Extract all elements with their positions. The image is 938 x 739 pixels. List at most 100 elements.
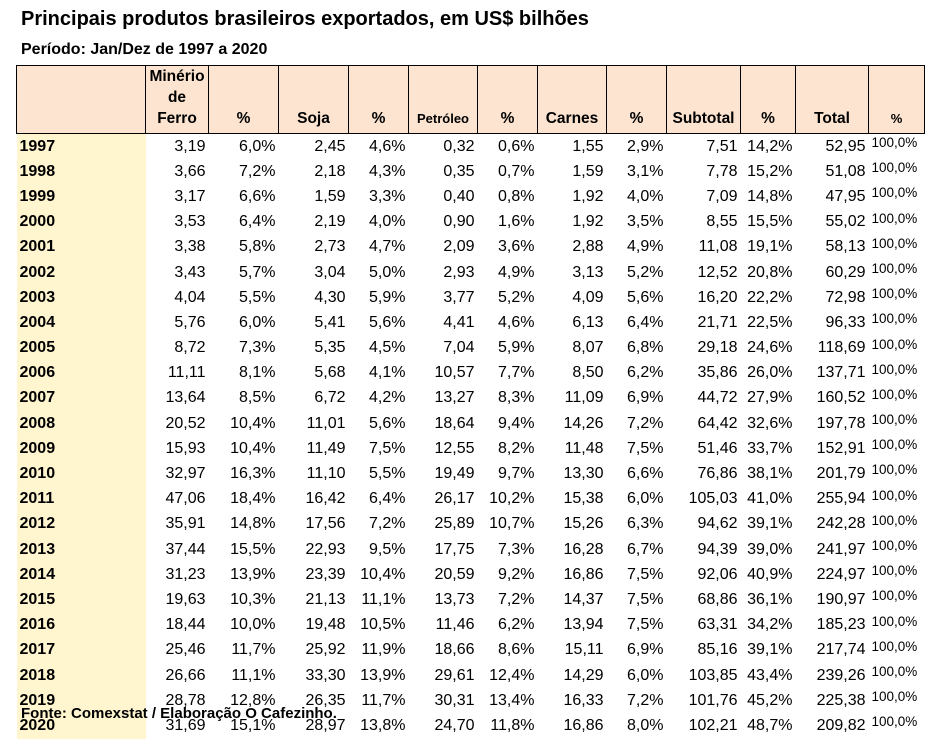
cell-carnes: 1,92 (572, 187, 604, 205)
table-row: 2020 31,69 15,1% 28,97 13,8% 24,70 11,8% 16,86 8… (16, 713, 925, 739)
header-minerio: Minério de Ferro (145, 65, 209, 134)
cell-minerio: 3,19 (174, 137, 206, 155)
cell-soja: 6,72 (314, 389, 346, 407)
cell-total: 190,97 (816, 590, 866, 608)
cell-minerio-pct: 8,1% (239, 364, 276, 382)
cell-total: 255,94 (816, 490, 866, 508)
table-row: 2004 5,76 6,0% 5,41 5,6% 4,41 4,6% 6,13 6,4% 21,7… (16, 310, 925, 336)
cell-carnes: 14,29 (563, 666, 604, 684)
table-row: 2008 20,52 10,4% 11,01 5,6% 18,64 9,4% 14,26 7,2… (16, 411, 925, 437)
cell-subtotal: 12,52 (697, 263, 738, 281)
cell-total: 55,02 (825, 213, 866, 231)
cell-carnes-pct: 2,9% (627, 137, 664, 155)
cell-petroleo-pct: 4,9% (498, 263, 535, 281)
cell-subtotal: 85,16 (697, 641, 738, 659)
cell-total: 118,69 (817, 339, 866, 357)
cell-total: 201,79 (816, 465, 866, 483)
cell-petroleo: 17,75 (434, 540, 475, 558)
cell-carnes-pct: 7,5% (627, 565, 664, 583)
table-row: 2013 37,44 15,5% 22,93 9,5% 17,75 7,3% 16,28 6,7… (16, 537, 925, 563)
cell-subtotal: 92,06 (697, 565, 738, 583)
cell-soja: 11,10 (306, 465, 346, 483)
cell-subtotal-pct: 26,0% (747, 364, 793, 382)
cell-carnes-pct: 6,4% (627, 313, 664, 331)
table-row: 2017 25,46 11,7% 25,92 11,9% 18,66 8,6% 15,11 6,… (16, 637, 925, 663)
cell-soja-pct: 13,8% (360, 716, 406, 734)
cell-total: 239,26 (816, 666, 866, 684)
cell-total-pct: 100,0% (871, 588, 918, 604)
cell-minerio: 13,64 (165, 389, 206, 407)
cell-soja-pct: 5,0% (369, 263, 406, 281)
cell-subtotal-pct: 24,6% (747, 339, 793, 357)
cell-total-pct: 100,0% (871, 235, 918, 251)
cell-carnes: 1,55 (572, 137, 604, 155)
cell-soja: 5,35 (314, 339, 346, 357)
cell-minerio-pct: 15,5% (230, 540, 276, 558)
cell-petroleo: 12,55 (434, 439, 475, 457)
cell-carnes: 1,59 (572, 162, 604, 180)
cell-carnes-pct: 6,0% (627, 666, 664, 684)
cell-year: 2020 (16, 713, 146, 739)
cell-subtotal: 101,76 (688, 691, 738, 709)
cell-carnes-pct: 6,9% (627, 641, 664, 659)
cell-soja: 2,18 (314, 162, 346, 180)
cell-soja-pct: 4,1% (369, 364, 406, 382)
cell-subtotal: 103,85 (688, 666, 738, 684)
table-row: 2000 3,53 6,4% 2,19 4,0% 0,90 1,6% 1,92 3,5% 8,55… (16, 209, 925, 235)
table-row: 2019 28,78 12,8% 26,35 11,7% 30,31 13,4% 16,33 7… (16, 688, 925, 714)
cell-year: 2008 (16, 411, 146, 437)
cell-total-pct: 100,0% (871, 663, 918, 679)
cell-petroleo-pct: 0,8% (498, 187, 535, 205)
cell-petroleo-pct: 7,2% (498, 590, 535, 608)
header-subtotal-pct: % (740, 65, 796, 134)
cell-total: 225,38 (816, 691, 866, 709)
cell-petroleo-pct: 12,4% (489, 666, 535, 684)
cell-total: 242,28 (816, 515, 866, 533)
cell-minerio-pct: 6,0% (239, 137, 276, 155)
cell-minerio: 11,11 (167, 364, 206, 382)
table-row: 2014 31,23 13,9% 23,39 10,4% 20,59 9,2% 16,86 7,… (16, 562, 925, 588)
table-row: 2003 4,04 5,5% 4,30 5,9% 3,77 5,2% 4,09 5,6% 16,2… (16, 285, 925, 311)
table-row: 2001 3,38 5,8% 2,73 4,7% 2,09 3,6% 2,88 4,9% 11,0… (16, 234, 925, 260)
cell-total: 152,91 (816, 439, 866, 457)
cell-total-pct: 100,0% (871, 135, 918, 150)
cell-carnes-pct: 6,8% (627, 339, 664, 357)
cell-petroleo: 4,41 (443, 313, 475, 331)
cell-minerio-pct: 10,0% (230, 616, 276, 634)
cell-petroleo-pct: 9,4% (498, 414, 535, 432)
cell-carnes-pct: 4,0% (627, 187, 664, 205)
cell-subtotal: 7,09 (706, 187, 738, 205)
header-petroleo-pct: % (477, 65, 538, 134)
cell-minerio-pct: 6,4% (239, 213, 276, 231)
cell-petroleo: 11,46 (435, 616, 475, 634)
cell-soja-pct: 5,9% (369, 288, 406, 306)
cell-petroleo-pct: 8,6% (498, 641, 535, 659)
cell-total-pct: 100,0% (871, 412, 918, 428)
cell-subtotal: 102,21 (688, 716, 738, 734)
cell-year: 1999 (16, 184, 146, 210)
header-petroleo: Petróleo (408, 65, 478, 134)
header-carnes: Carnes (537, 65, 607, 134)
cell-year: 2009 (16, 436, 146, 462)
cell-total: 58,13 (825, 238, 866, 256)
table-row: 2018 26,66 11,1% 33,30 13,9% 29,61 12,4% 14,29 6… (16, 662, 925, 689)
cell-subtotal-pct: 27,9% (747, 389, 793, 407)
cell-petroleo: 29,61 (434, 666, 475, 684)
cell-subtotal: 29,18 (697, 339, 738, 357)
cell-soja: 25,92 (305, 641, 346, 659)
cell-minerio: 35,91 (165, 515, 206, 533)
cell-minerio-pct: 10,4% (230, 439, 276, 457)
cell-soja: 26,35 (305, 691, 346, 709)
cell-subtotal: 8,55 (706, 213, 738, 231)
cell-minerio: 26,66 (165, 666, 206, 684)
cell-year: 2006 (16, 360, 146, 386)
cell-year: 2004 (16, 310, 146, 336)
cell-petroleo-pct: 11,8% (490, 716, 535, 734)
cell-carnes-pct: 7,2% (627, 691, 664, 709)
cell-soja: 23,39 (305, 565, 346, 583)
cell-soja-pct: 10,5% (360, 616, 406, 634)
cell-carnes: 15,11 (564, 641, 604, 659)
cell-petroleo-pct: 3,6% (498, 238, 535, 256)
cell-minerio: 3,53 (174, 213, 206, 231)
cell-petroleo: 3,77 (443, 288, 475, 306)
